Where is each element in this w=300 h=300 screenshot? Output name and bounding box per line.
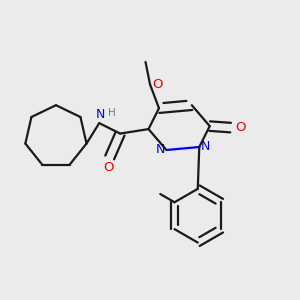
Text: O: O [103, 161, 113, 174]
Text: N: N [96, 108, 105, 121]
Text: O: O [235, 121, 246, 134]
Text: N: N [155, 143, 165, 156]
Text: H: H [108, 108, 115, 118]
Text: O: O [152, 78, 163, 91]
Text: N: N [201, 140, 210, 153]
